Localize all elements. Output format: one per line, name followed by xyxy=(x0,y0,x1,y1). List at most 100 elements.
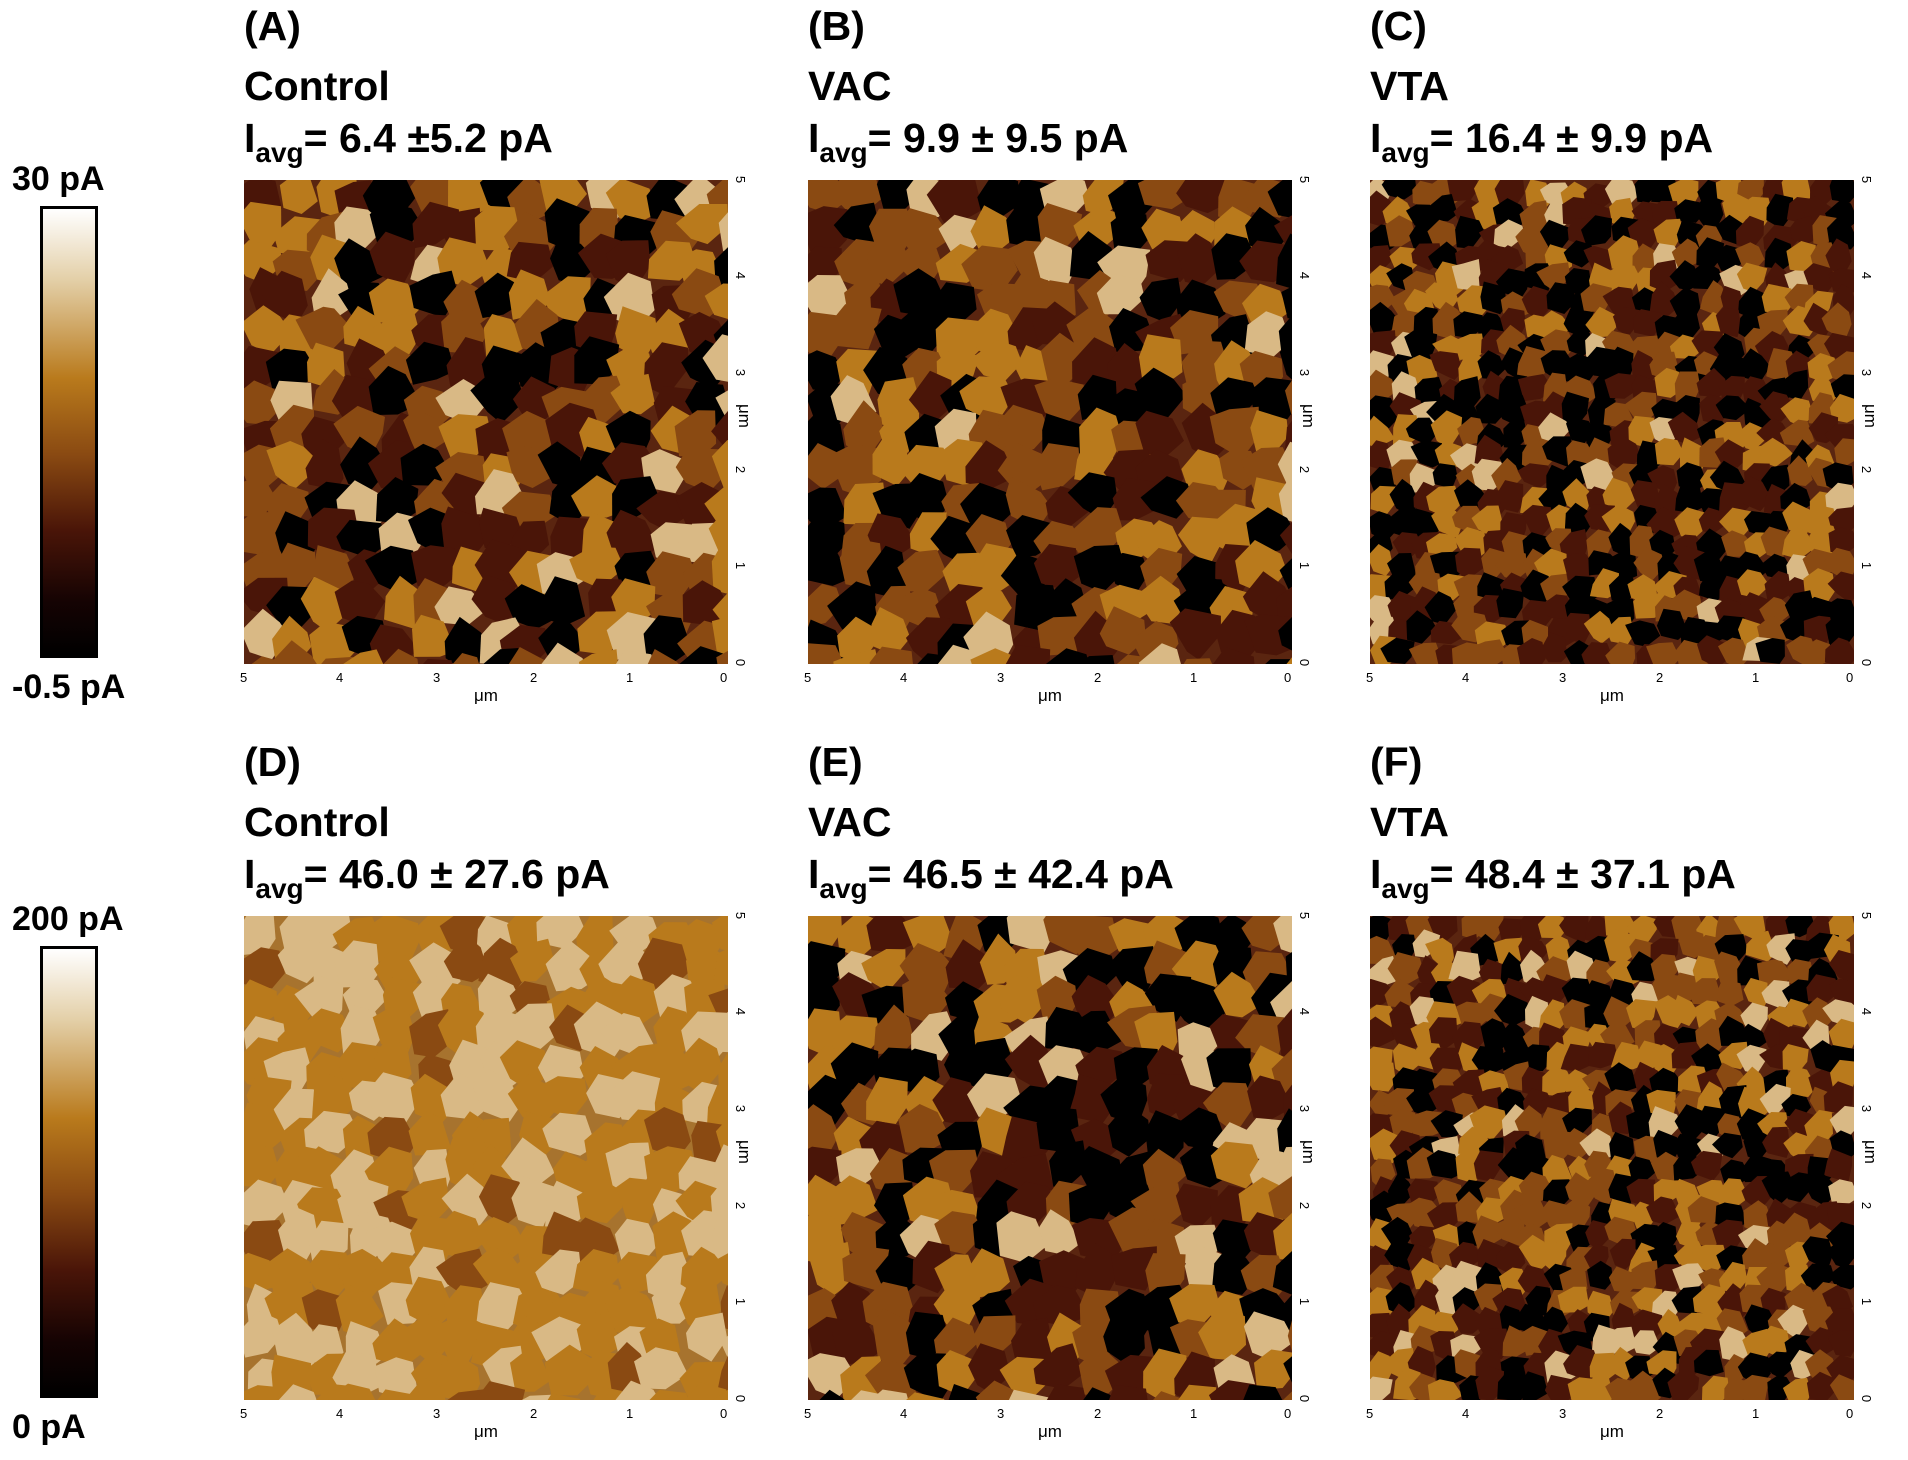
iavg-label: Iavg= 46.5 ± 42.4 pA xyxy=(808,854,1174,903)
grain xyxy=(1782,1044,1809,1073)
grain xyxy=(1734,551,1769,580)
grain xyxy=(1624,391,1657,422)
grain xyxy=(1517,346,1550,379)
grain xyxy=(1110,213,1149,256)
grain xyxy=(833,202,882,246)
y-tick-label: 1 xyxy=(1297,561,1313,570)
grain xyxy=(1287,1320,1292,1352)
grain xyxy=(1210,1141,1263,1189)
grain xyxy=(937,644,980,664)
grain xyxy=(1698,507,1727,534)
grain xyxy=(1735,242,1765,269)
y-axis-unit: μm xyxy=(1298,1140,1318,1164)
grain xyxy=(643,342,689,397)
grain xyxy=(305,1008,353,1053)
grain xyxy=(713,948,728,986)
grain xyxy=(372,1006,416,1053)
grain xyxy=(1385,1282,1417,1317)
grain xyxy=(828,444,882,496)
iavg-value: = 48.4 ± 37.1 pA xyxy=(1429,851,1736,897)
grain xyxy=(1073,544,1126,593)
x-tick-label: 4 xyxy=(900,670,908,685)
grain xyxy=(1074,1243,1119,1301)
condition-label: Control xyxy=(244,63,390,109)
grain xyxy=(278,1384,317,1400)
grain xyxy=(1777,1304,1811,1339)
grain xyxy=(1473,1328,1509,1360)
grain xyxy=(1005,476,1052,530)
grain xyxy=(266,441,322,490)
grain xyxy=(718,212,728,253)
grain xyxy=(1603,996,1632,1028)
grain xyxy=(1543,1130,1572,1161)
grain xyxy=(1764,237,1795,270)
grain xyxy=(717,1253,728,1286)
iavg-subscript: avg xyxy=(819,873,868,904)
grain xyxy=(684,1382,728,1400)
grain xyxy=(1743,1200,1773,1236)
grain xyxy=(1277,1008,1292,1058)
grain xyxy=(1475,393,1507,424)
grain xyxy=(1480,281,1507,315)
grain xyxy=(334,940,380,988)
y-tick-label: 2 xyxy=(1297,1201,1313,1210)
grain xyxy=(1497,1147,1531,1185)
grain xyxy=(1583,245,1617,272)
grain xyxy=(1761,1242,1794,1271)
grain xyxy=(1834,438,1854,467)
grain xyxy=(1735,422,1767,451)
grain xyxy=(959,376,1015,424)
grain xyxy=(1627,218,1660,248)
grain xyxy=(861,949,906,992)
grain xyxy=(1744,1304,1776,1338)
panel-d: (D) Control Iavg= 46.0 ± 27.6 pA 5 4 3 2 1 0 μm 5 4… xyxy=(240,739,804,1442)
x-tick-label: 0 xyxy=(720,1406,728,1421)
grain xyxy=(1828,507,1854,536)
grain xyxy=(1045,648,1090,664)
grain xyxy=(274,542,316,588)
grain xyxy=(1408,642,1444,664)
grain xyxy=(1370,369,1397,403)
x-tick-label: 2 xyxy=(530,1406,538,1421)
grain xyxy=(328,1383,376,1400)
grain xyxy=(1521,286,1554,322)
grain xyxy=(478,507,523,550)
grain xyxy=(1407,1178,1439,1208)
grain xyxy=(1522,504,1552,539)
panel-f: (F) VTA Iavg= 48.4 ± 37.1 pA 5 4 3 2 1 0 μm 5 4 3 2 1 0… xyxy=(1366,742,1908,1442)
grain xyxy=(1827,215,1854,250)
grain xyxy=(809,1242,855,1296)
grain xyxy=(934,1317,978,1361)
grain xyxy=(1607,435,1641,473)
grain xyxy=(707,1084,728,1133)
grain xyxy=(1370,415,1395,448)
grain xyxy=(824,1175,879,1226)
grain xyxy=(615,1380,660,1400)
grain xyxy=(542,1112,596,1156)
grain xyxy=(541,642,584,664)
grain xyxy=(535,1249,583,1295)
grain xyxy=(1557,1128,1589,1159)
y-tick-label: 3 xyxy=(733,1104,749,1113)
grain xyxy=(1006,916,1054,953)
grain xyxy=(550,237,600,285)
grain xyxy=(1008,1389,1052,1400)
grain xyxy=(547,1393,581,1400)
grain xyxy=(936,1350,978,1397)
grain xyxy=(1392,1043,1423,1076)
grain xyxy=(403,408,456,452)
grain xyxy=(1036,1106,1081,1153)
grain xyxy=(1068,1183,1116,1229)
grain xyxy=(675,204,728,245)
grain xyxy=(549,474,590,527)
grain xyxy=(1674,371,1701,403)
grain xyxy=(470,371,525,424)
colorbar-min-label: -0.5 pA xyxy=(12,668,126,706)
grain xyxy=(264,1281,318,1332)
panel-tag: (D) xyxy=(244,739,301,785)
grain xyxy=(808,206,848,254)
grain xyxy=(1005,644,1051,664)
grain xyxy=(1279,558,1292,595)
grain xyxy=(1496,480,1524,513)
grain xyxy=(1719,507,1753,538)
